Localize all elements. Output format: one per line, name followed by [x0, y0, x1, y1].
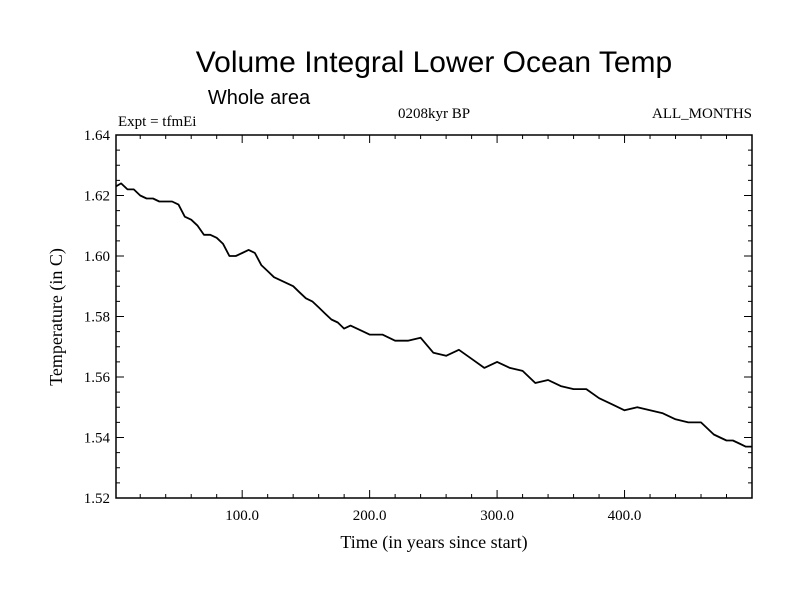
y-tick-label: 1.58 — [84, 310, 110, 326]
x-tick-label: 300.0 — [480, 508, 514, 524]
temperature-series-line — [115, 182, 752, 448]
y-tick-label: 1.62 — [84, 189, 110, 205]
y-tick-label: 1.64 — [84, 128, 111, 144]
x-tick-label: 400.0 — [608, 508, 642, 524]
y-tick-label: 1.56 — [84, 370, 111, 386]
experiment-label: Expt = tfmEi — [118, 114, 196, 130]
y-tick-label: 1.60 — [84, 249, 110, 265]
period-label: 0208kyr BP — [398, 106, 470, 122]
chart-subtitle: Whole area — [208, 87, 311, 109]
plot-frame — [115, 134, 753, 499]
months-label: ALL_MONTHS — [652, 106, 752, 122]
ticks-layer: 1.52 1.54 1.56 1.58 1.60 1.62 1.64 100.0 200.0 30… — [84, 128, 752, 524]
y-tick-label: 1.52 — [84, 491, 110, 507]
x-tick-label: 100.0 — [225, 508, 259, 524]
y-tick-label: 1.54 — [84, 431, 111, 447]
x-tick-label: 200.0 — [353, 508, 387, 524]
series-layer — [115, 182, 752, 448]
x-axis-label: Time (in years since start) — [340, 532, 527, 553]
chart-title: Volume Integral Lower Ocean Temp — [196, 46, 672, 79]
y-axis-label: Temperature (in C) — [46, 248, 67, 386]
